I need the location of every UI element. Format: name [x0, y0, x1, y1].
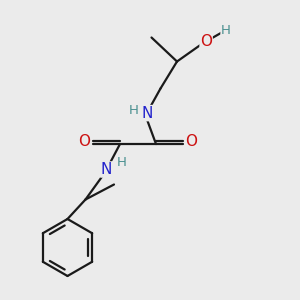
Text: H: H: [129, 103, 139, 117]
Text: H: H: [117, 155, 126, 169]
Text: N: N: [101, 162, 112, 177]
Text: H: H: [221, 23, 231, 37]
Text: N: N: [141, 106, 153, 121]
Text: O: O: [200, 34, 212, 49]
Text: O: O: [79, 134, 91, 148]
Text: O: O: [185, 134, 197, 148]
